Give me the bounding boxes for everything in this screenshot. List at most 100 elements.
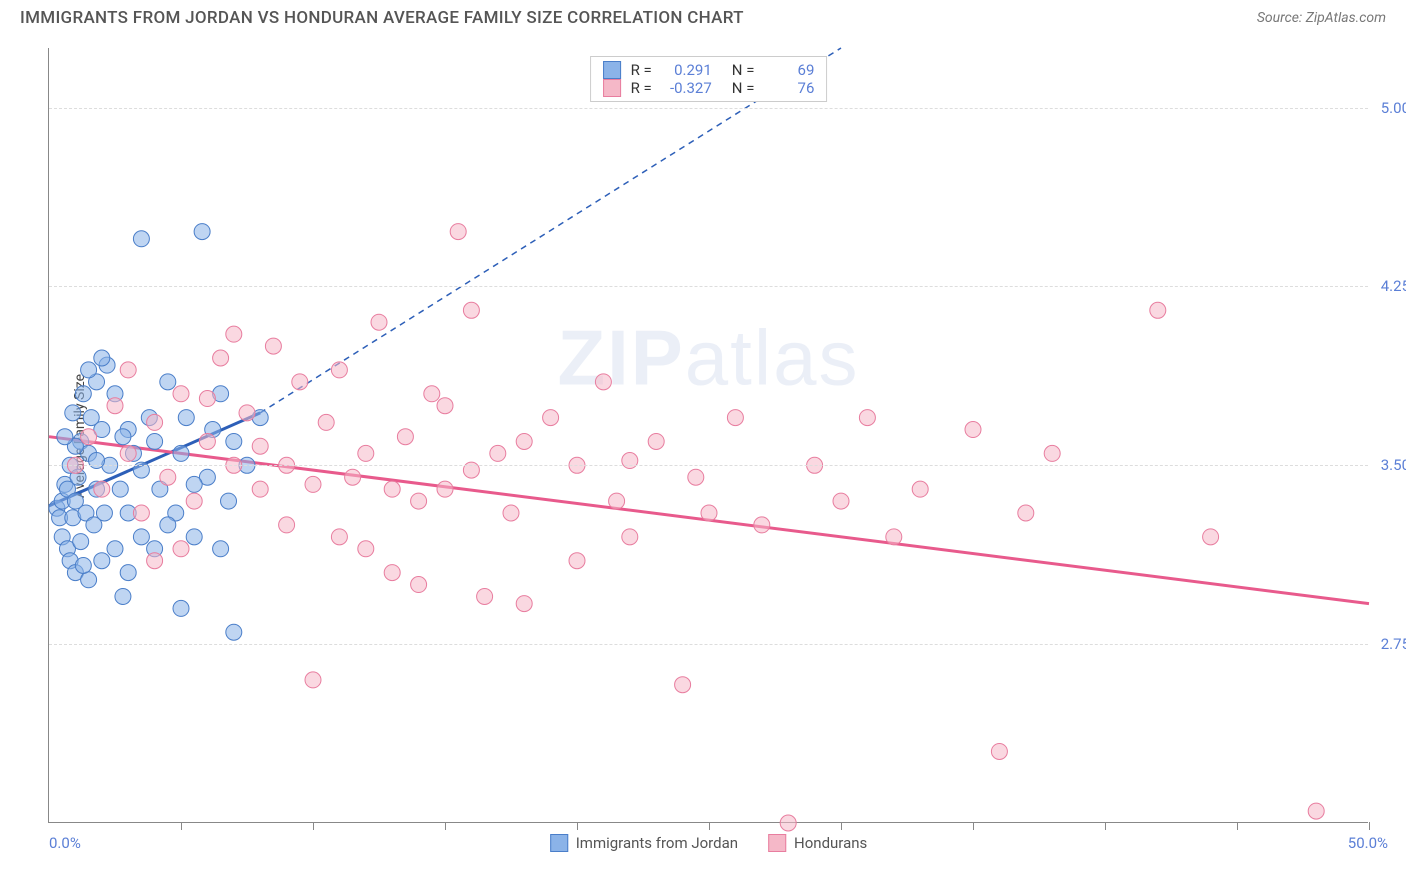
x-tick	[1105, 822, 1106, 830]
data-point	[780, 815, 796, 831]
data-point	[331, 529, 347, 545]
data-point	[345, 469, 361, 485]
data-point	[75, 386, 91, 402]
data-point	[186, 493, 202, 509]
legend-item: Hondurans	[768, 834, 867, 852]
data-point	[226, 624, 242, 640]
r-value: -0.327	[662, 79, 712, 97]
gridline	[49, 286, 1368, 287]
data-point	[833, 493, 849, 509]
data-point	[648, 433, 664, 449]
x-tick	[841, 822, 842, 830]
data-point	[147, 433, 163, 449]
data-point	[120, 565, 136, 581]
gridline	[49, 644, 1368, 645]
data-point	[358, 445, 374, 461]
data-point	[160, 517, 176, 533]
data-point	[569, 553, 585, 569]
gridline	[49, 108, 1368, 109]
legend-item: Immigrants from Jordan	[550, 834, 738, 852]
data-point	[595, 374, 611, 390]
data-point	[292, 374, 308, 390]
data-point	[252, 438, 268, 454]
data-point	[65, 405, 81, 421]
data-point	[859, 410, 875, 426]
data-point	[503, 505, 519, 521]
data-point	[194, 224, 210, 240]
x-min-label: 0.0%	[49, 834, 81, 852]
data-point	[94, 481, 110, 497]
y-tick-label: 3.50	[1381, 456, 1406, 474]
data-point	[94, 350, 110, 366]
x-tick	[445, 822, 446, 830]
r-label: R =	[631, 61, 652, 79]
data-point	[358, 541, 374, 557]
y-tick-label: 4.25	[1381, 277, 1406, 295]
y-tick-label: 2.75	[1381, 635, 1406, 653]
data-point	[186, 476, 202, 492]
x-tick	[181, 822, 182, 830]
r-label: R =	[631, 79, 652, 97]
data-point	[73, 534, 89, 550]
trend-line-dashed	[260, 48, 841, 413]
data-point	[221, 493, 237, 509]
data-point	[75, 557, 91, 573]
legend-label: Immigrants from Jordan	[576, 834, 738, 852]
gridline	[49, 465, 1368, 466]
data-point	[305, 476, 321, 492]
data-point	[305, 672, 321, 688]
n-value: 69	[764, 61, 814, 79]
r-legend-row: R =-0.327N =76	[603, 79, 815, 97]
data-point	[384, 565, 400, 581]
data-point	[490, 445, 506, 461]
data-point	[57, 429, 73, 445]
x-tick	[973, 822, 974, 830]
data-point	[609, 493, 625, 509]
data-point	[81, 362, 97, 378]
data-point	[265, 338, 281, 354]
data-point	[754, 517, 770, 533]
data-point	[199, 391, 215, 407]
r-legend-box: R =0.291N =69R =-0.327N =76	[590, 56, 828, 102]
chart-title: IMMIGRANTS FROM JORDAN VS HONDURAN AVERA…	[20, 8, 744, 28]
data-point	[411, 493, 427, 509]
data-point	[463, 302, 479, 318]
data-point	[186, 529, 202, 545]
data-point	[81, 572, 97, 588]
data-point	[516, 433, 532, 449]
r-value: 0.291	[662, 61, 712, 79]
data-point	[886, 529, 902, 545]
legend-swatch	[768, 834, 786, 852]
x-tick	[577, 822, 578, 830]
data-point	[1018, 505, 1034, 521]
data-point	[107, 398, 123, 414]
data-point	[226, 433, 242, 449]
data-point	[688, 469, 704, 485]
legend-label: Hondurans	[794, 834, 867, 852]
plot-svg	[49, 48, 1368, 822]
data-point	[701, 505, 717, 521]
legend-swatch	[603, 79, 621, 97]
data-point	[213, 350, 229, 366]
bottom-legend: Immigrants from Jordan Hondurans	[550, 834, 868, 852]
data-point	[115, 429, 131, 445]
data-point	[147, 553, 163, 569]
data-point	[133, 529, 149, 545]
data-point	[318, 414, 334, 430]
data-point	[160, 374, 176, 390]
data-point	[81, 429, 97, 445]
data-point	[252, 481, 268, 497]
data-point	[213, 541, 229, 557]
data-point	[112, 481, 128, 497]
legend-swatch	[550, 834, 568, 852]
data-point	[912, 481, 928, 497]
chart-area: Average Family Size ZIPatlas R =0.291N =…	[48, 48, 1388, 823]
data-point	[1203, 529, 1219, 545]
x-tick	[313, 822, 314, 830]
data-point	[675, 677, 691, 693]
plot-region: ZIPatlas R =0.291N =69R =-0.327N =76 0.0…	[48, 48, 1368, 823]
source-label: Source: ZipAtlas.com	[1257, 10, 1386, 26]
data-point	[173, 600, 189, 616]
data-point	[178, 410, 194, 426]
data-point	[115, 588, 131, 604]
